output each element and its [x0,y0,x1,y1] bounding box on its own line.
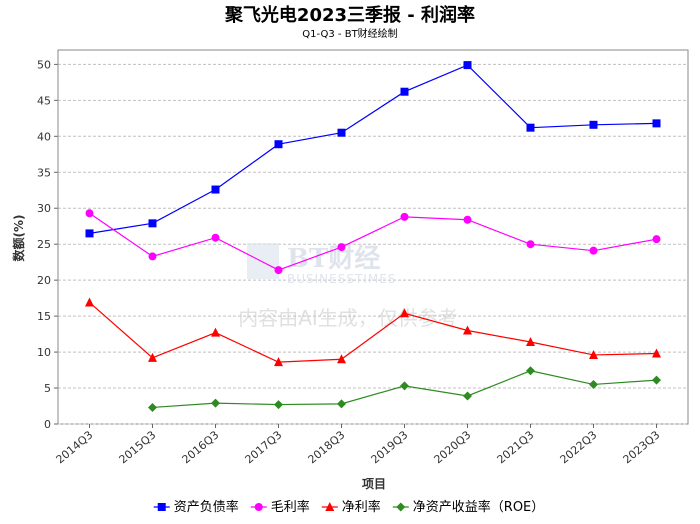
grid-lines [58,63,688,425]
x-tick-label: 2022Q3 [558,428,600,466]
y-axis-ticks: 0 5 10 15 20 25 30 35 40 45 50 [37,58,58,431]
data-point [274,400,283,410]
data-point [400,308,409,318]
y-tick-label: 40 [37,130,51,143]
x-tick-label: 2016Q3 [180,428,222,466]
y-tick-label: 30 [37,202,51,215]
data-point [274,357,283,367]
x-tick-label: 2017Q3 [243,428,285,466]
data-point [211,233,220,242]
x-tick-label: 2018Q3 [306,428,348,466]
y-tick-label: 50 [37,58,51,71]
data-point [526,366,535,376]
legend-marker [157,503,166,511]
data-point [148,219,157,228]
legend-item-2: 毛利率 [250,499,310,515]
data-point [589,120,598,129]
x-axis-ticks: 2014Q3 2015Q3 2016Q3 2017Q3 2018Q3 2019Q3 2020… [54,424,663,466]
data-point [148,402,157,412]
y-tick-label: 45 [37,94,51,107]
legend-label: 净利率 [342,499,381,515]
x-tick-label: 2023Q3 [621,428,663,466]
x-tick-label: 2015Q3 [117,428,159,466]
series-line [89,301,657,363]
legend-label: 净资产收益率（ROE） [413,499,544,515]
y-tick-label: 0 [44,418,51,431]
data-point [148,352,157,362]
legend-item-3: 净利率 [321,499,381,515]
data-point [589,379,598,389]
data-point [463,391,472,401]
legend-marker [254,503,263,511]
data-point [337,243,346,252]
data-point [211,398,220,408]
data-point [337,354,346,364]
chart-subtitle: Q1-Q3 - BT财经绘制 [302,27,397,40]
watermark-logo-text: BT财经 [287,243,380,274]
x-axis-title: 项目 [362,477,386,491]
y-tick-label: 25 [37,238,51,251]
legend-marker [396,502,406,512]
data-point [85,229,94,238]
data-point [337,399,346,409]
y-tick-label: 10 [37,346,51,359]
data-point [400,381,409,391]
series-line [89,212,657,271]
data-point [526,123,535,132]
data-point [211,185,220,194]
data-point [589,246,598,255]
legend-item-1: 资产负债率 [153,499,239,515]
y-tick-label: 5 [44,382,51,395]
data-point [337,128,346,137]
legend-label: 毛利率 [271,499,310,515]
chart-title: 聚飞光电2023三季报 - 利润率 [224,4,475,26]
data-point [589,349,598,359]
data-point [526,337,535,347]
legend-marker [325,502,335,511]
data-point [400,212,409,221]
data-point [463,61,472,70]
watermark-notice: 内容由AI生成，仅供参考 [238,306,458,330]
data-point [652,348,661,358]
data-point [400,87,409,96]
y-tick-label: 35 [37,166,51,179]
data-point [652,235,661,244]
data-point [652,119,661,128]
data-point [652,375,661,385]
plot-area [57,49,689,425]
data-point [274,140,283,149]
data-point [85,209,94,218]
legend-item-4: 净资产收益率（ROE） [392,499,544,515]
series-4 [148,366,661,412]
series-group [85,61,661,412]
y-tick-label: 15 [37,310,51,323]
data-point [526,240,535,249]
legend-label: 资产负债率 [174,499,239,515]
x-tick-label: 2014Q3 [54,428,96,466]
series-line [89,64,657,234]
data-point [274,266,283,275]
series-1 [85,61,661,238]
series-2 [85,209,661,275]
legend: 资产负债率 毛利率 净利率 净资产收益率（ROE） [153,499,544,515]
data-point [463,215,472,224]
watermark-logo-subtext: BUSINESSTIMES [287,272,396,286]
x-tick-label: 2020Q3 [432,428,474,466]
data-point [211,327,220,337]
series-3 [85,297,661,367]
data-point [85,297,94,307]
data-point [463,325,472,335]
data-point [148,252,157,261]
x-tick-label: 2019Q3 [369,428,411,466]
y-tick-label: 20 [37,274,51,287]
x-tick-label: 2021Q3 [495,428,537,466]
y-axis-title: 数额(%) [11,215,26,262]
watermark-logo-icon [247,243,279,279]
